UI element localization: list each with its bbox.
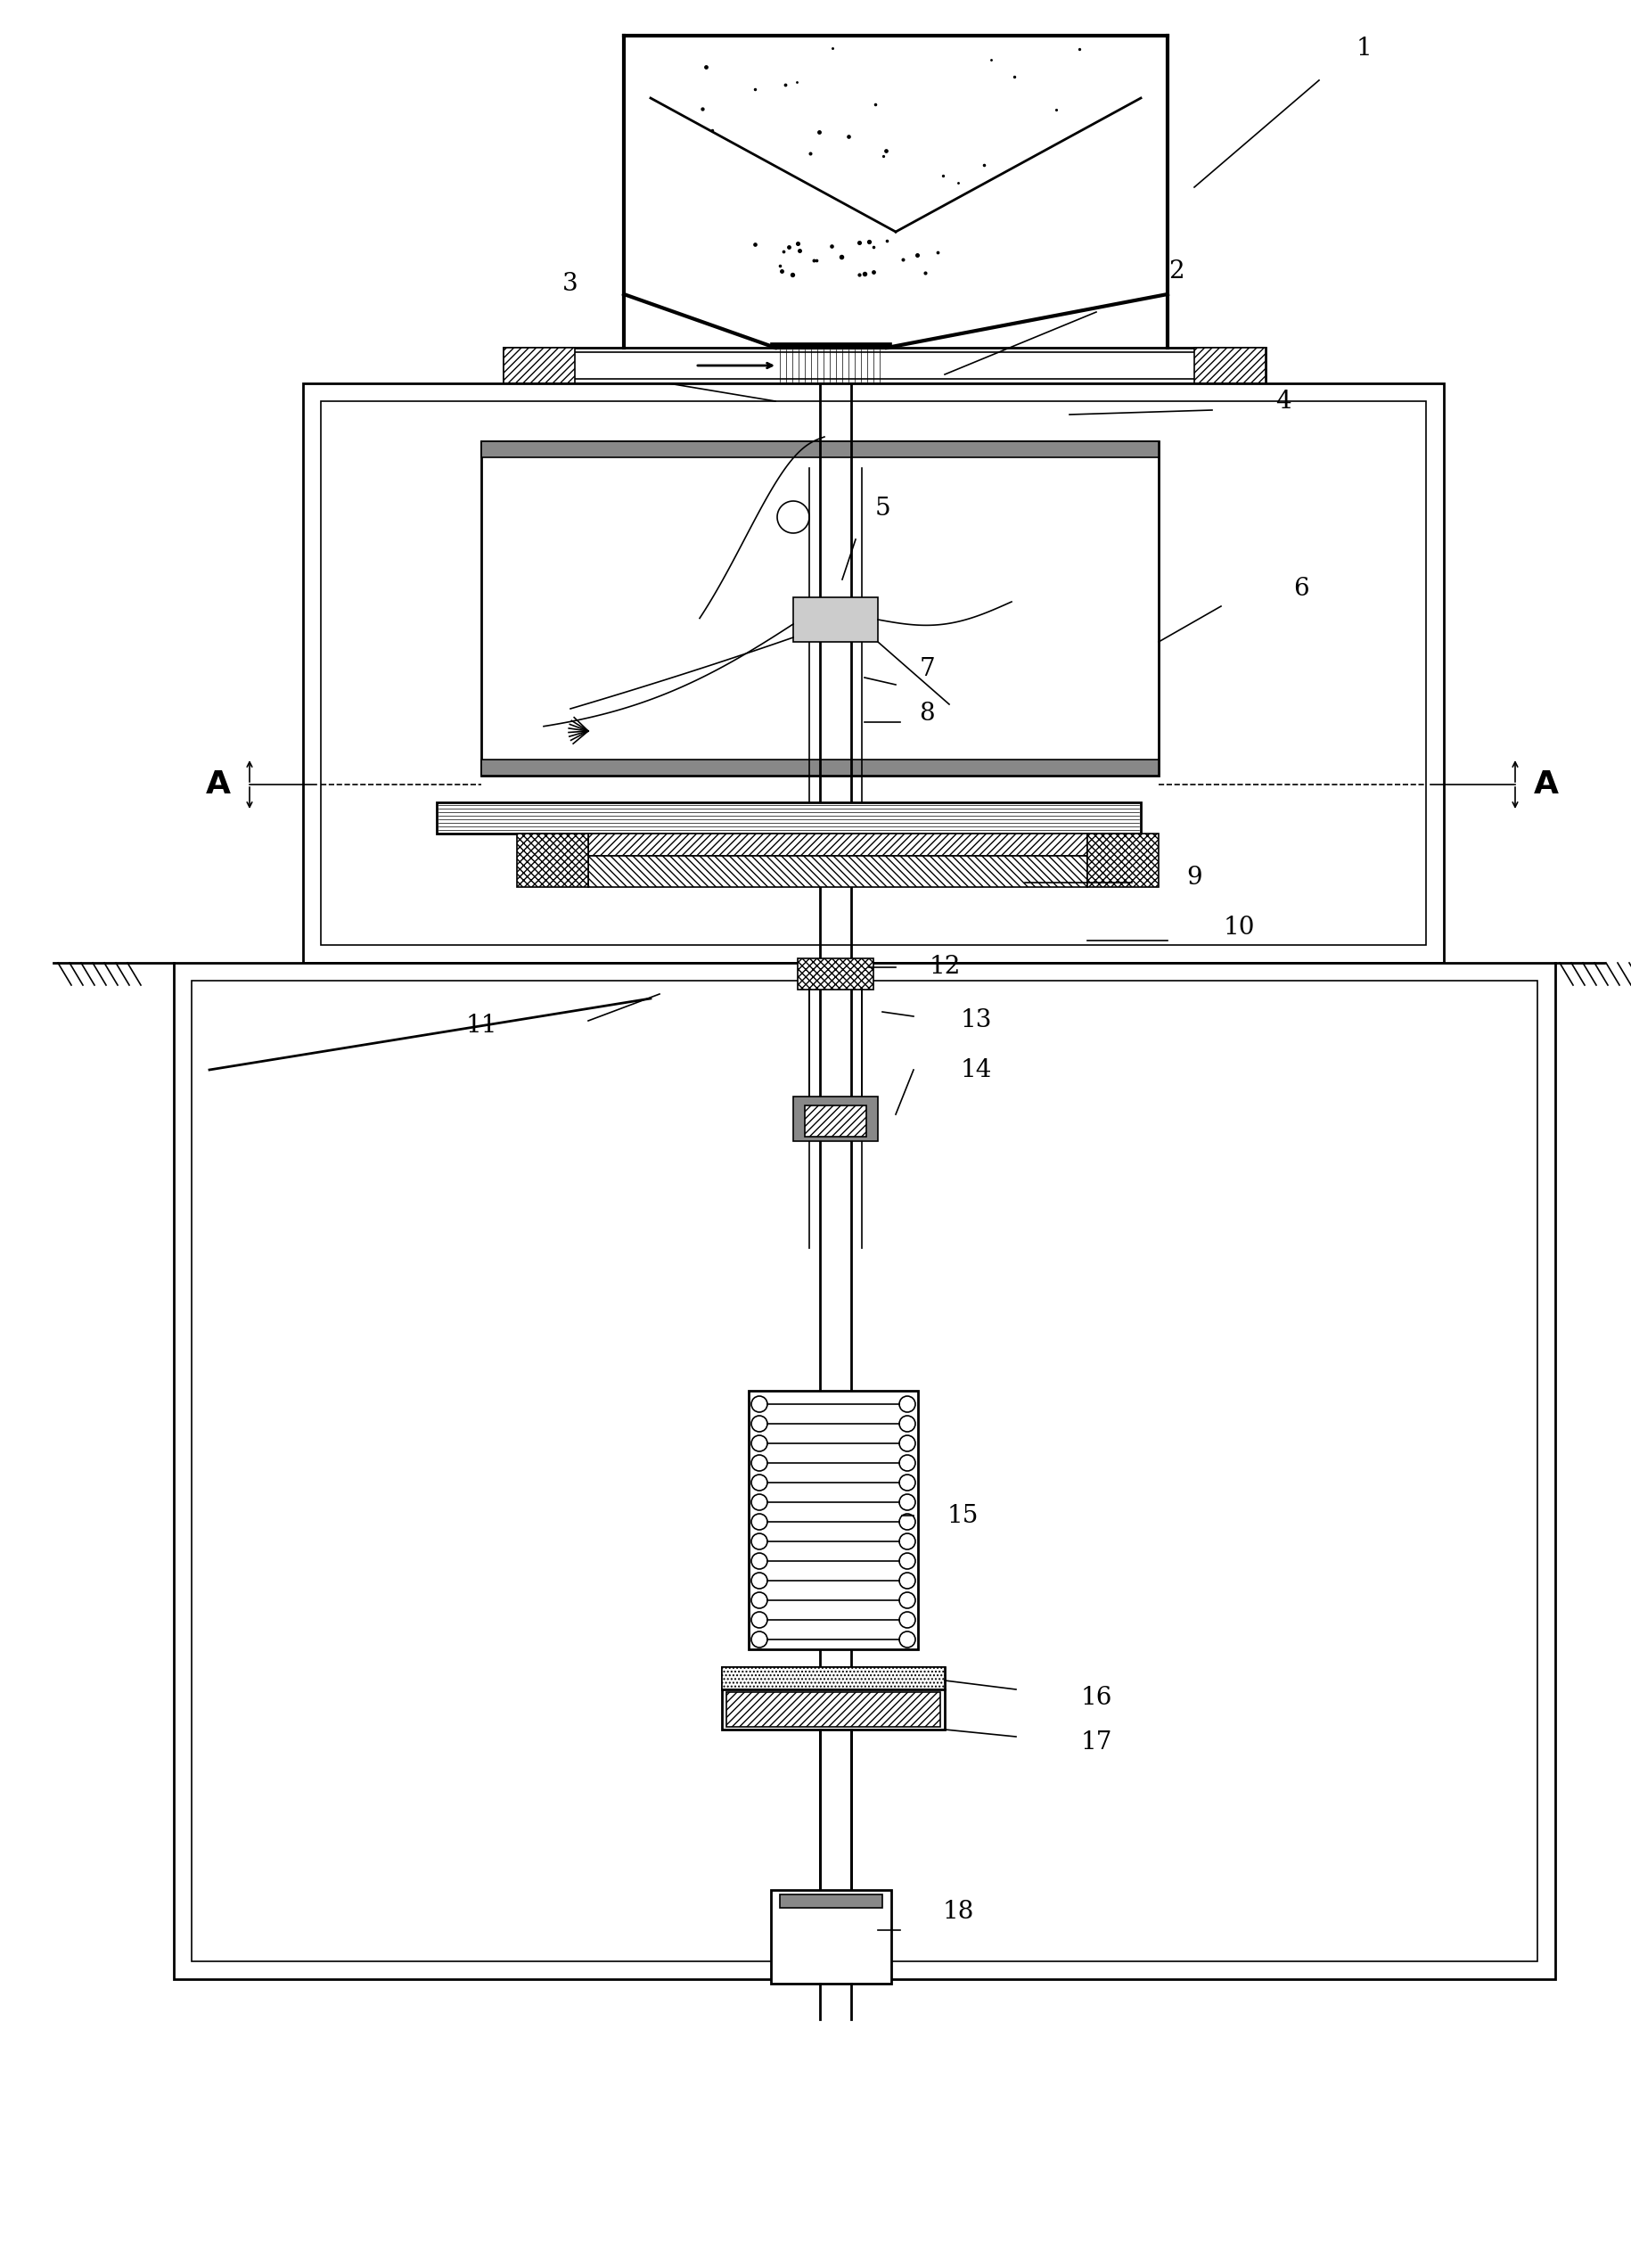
- Text: 17: 17: [1080, 1730, 1112, 1755]
- Bar: [749, 1390, 918, 1649]
- Bar: [771, 342, 891, 356]
- Text: 8: 8: [918, 701, 935, 726]
- Text: 9: 9: [1186, 866, 1202, 889]
- Bar: [793, 596, 877, 642]
- Bar: [191, 980, 1538, 1962]
- Bar: [589, 835, 1088, 855]
- Text: 3: 3: [563, 272, 579, 295]
- Bar: [723, 1690, 944, 1730]
- Bar: [723, 1667, 944, 1690]
- Bar: [589, 855, 1088, 887]
- Text: 6: 6: [1293, 576, 1310, 601]
- Bar: [175, 964, 1556, 1980]
- Text: A: A: [206, 769, 232, 801]
- Text: 15: 15: [946, 1504, 979, 1529]
- Bar: [780, 1894, 882, 1907]
- Text: 7: 7: [918, 658, 935, 680]
- Bar: [321, 401, 1425, 946]
- Bar: [481, 442, 1158, 776]
- Bar: [771, 1889, 891, 1984]
- Bar: [437, 803, 1140, 835]
- Bar: [771, 356, 891, 383]
- Bar: [1194, 347, 1266, 383]
- Text: 12: 12: [930, 955, 961, 980]
- Bar: [504, 347, 1266, 383]
- Text: 4: 4: [1275, 390, 1292, 413]
- Bar: [793, 1095, 877, 1141]
- Bar: [1088, 835, 1158, 887]
- Text: A: A: [1533, 769, 1559, 801]
- Bar: [804, 1105, 866, 1136]
- Bar: [303, 383, 1443, 964]
- Text: 16: 16: [1080, 1687, 1112, 1710]
- Text: 18: 18: [943, 1901, 974, 1923]
- Text: 13: 13: [961, 1009, 992, 1032]
- Text: 1: 1: [1355, 36, 1372, 61]
- Bar: [517, 352, 1253, 379]
- Text: 10: 10: [1223, 914, 1254, 939]
- Bar: [517, 835, 589, 887]
- Bar: [481, 442, 1158, 458]
- Bar: [481, 760, 1158, 776]
- Bar: [723, 1667, 944, 1690]
- Text: 2: 2: [1168, 261, 1184, 284]
- Bar: [504, 347, 574, 383]
- Text: 5: 5: [874, 497, 891, 519]
- Text: 11: 11: [465, 1014, 497, 1036]
- Text: 14: 14: [961, 1057, 992, 1082]
- Bar: [798, 959, 874, 989]
- Bar: [726, 1692, 941, 1726]
